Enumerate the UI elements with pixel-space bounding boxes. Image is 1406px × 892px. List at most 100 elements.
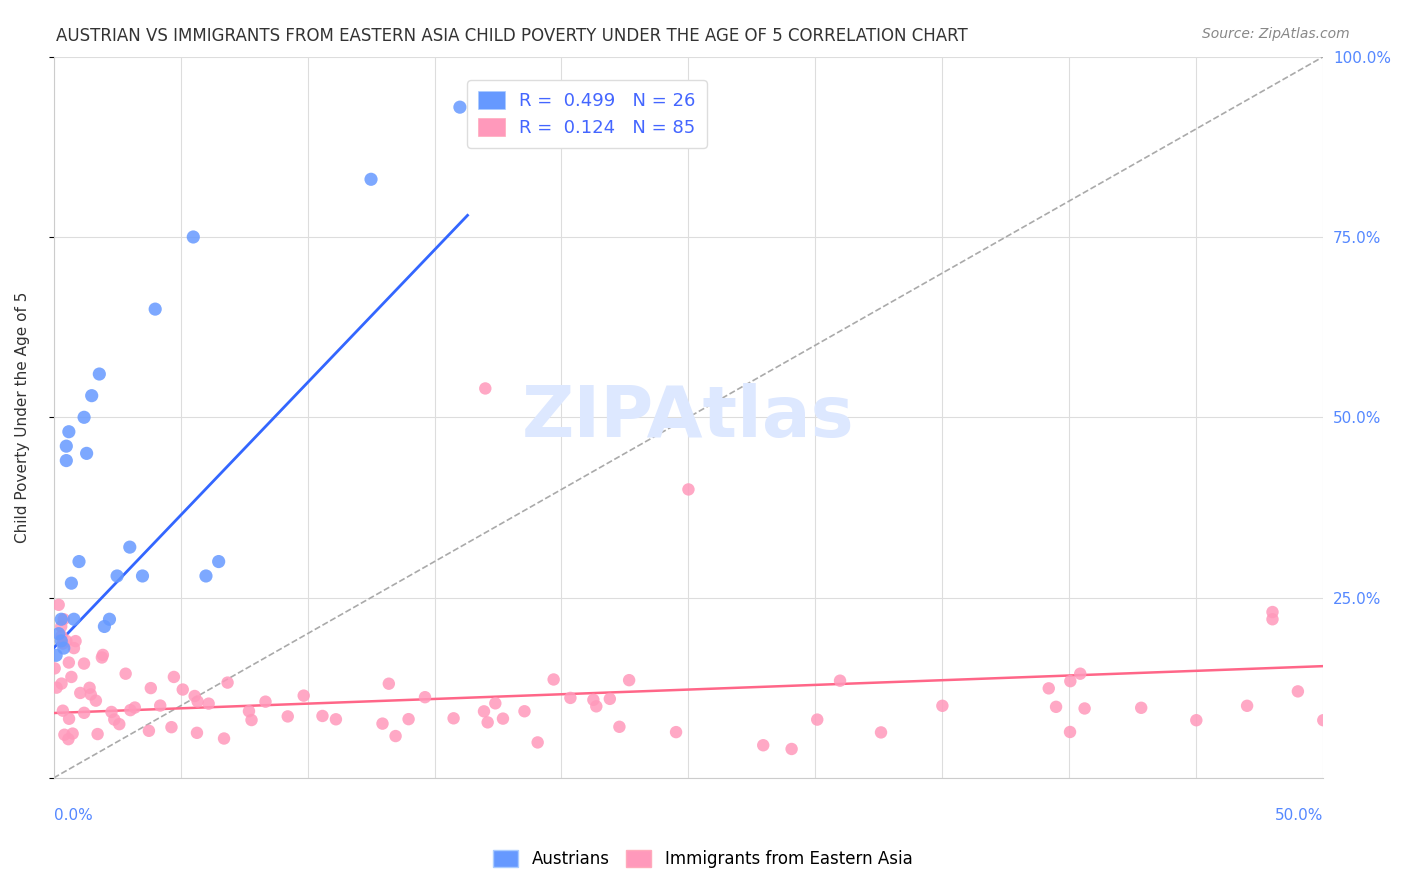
Point (378, 676, 401, 690)
Point (172, 682, 194, 697)
Point (160, 720, 183, 734)
Point (105, 569, 128, 583)
Point (67, 555, 90, 569)
Point (52, 641, 75, 656)
Point (1059, 674, 1081, 689)
Point (163, 670, 186, 684)
Point (100, 705, 122, 719)
Point (108, 717, 131, 731)
Point (44, 661, 66, 675)
Point (120, 703, 142, 717)
Point (194, 569, 217, 583)
Point (543, 673, 565, 687)
Point (187, 694, 209, 708)
Point (45, 681, 67, 695)
Point (311, 709, 333, 723)
Point (1261, 612, 1284, 626)
Point (51, 619, 73, 633)
Point (79, 681, 101, 695)
Point (325, 712, 347, 726)
Point (69, 686, 91, 700)
Point (149, 698, 172, 713)
Point (217, 675, 239, 690)
Legend: Austrians, Immigrants from Eastern Asia: Austrians, Immigrants from Eastern Asia (486, 843, 920, 875)
Point (73, 706, 96, 720)
Point (91, 648, 114, 662)
Point (474, 381, 496, 395)
Point (63, 641, 86, 656)
Point (1045, 699, 1067, 714)
Point (806, 713, 828, 727)
Text: 0.0%: 0.0% (53, 808, 93, 823)
Point (870, 725, 893, 739)
Point (240, 713, 263, 727)
Point (138, 723, 160, 738)
Point (52, 704, 75, 718)
Point (599, 691, 621, 706)
Text: 50.0%: 50.0% (1275, 808, 1323, 823)
Point (186, 726, 208, 740)
Point (585, 699, 607, 714)
Point (118, 540, 141, 554)
Point (84, 693, 107, 707)
Point (208, 555, 231, 569)
Y-axis label: Child Poverty Under the Age of 5: Child Poverty Under the Age of 5 (15, 292, 30, 543)
Point (617, 673, 640, 688)
Point (60, 670, 83, 684)
Point (55, 453, 77, 467)
Point (560, 690, 582, 705)
Point (55, 633, 77, 648)
Point (277, 709, 299, 723)
Point (472, 704, 495, 718)
Point (582, 693, 605, 707)
Point (828, 673, 851, 688)
Point (76, 446, 98, 460)
Point (484, 696, 506, 710)
Legend: R =  0.499   N = 26, R =  0.124   N = 85: R = 0.499 N = 26, R = 0.124 N = 85 (467, 80, 707, 148)
Point (1059, 725, 1081, 739)
Point (86, 727, 108, 741)
Text: Source: ZipAtlas.com: Source: ZipAtlas.com (1202, 27, 1350, 41)
Point (143, 302, 166, 317)
Point (73, 657, 96, 671)
Point (80, 688, 103, 702)
Point (398, 712, 420, 726)
Point (65, 634, 87, 648)
Point (360, 172, 382, 186)
Point (1130, 700, 1153, 714)
Point (114, 666, 136, 681)
Point (1069, 666, 1091, 681)
Point (124, 700, 146, 714)
Point (58, 425, 80, 439)
Point (48, 626, 70, 640)
Point (51, 612, 73, 626)
Point (51, 633, 73, 648)
Point (371, 716, 394, 731)
Point (443, 711, 465, 725)
Point (63, 612, 86, 626)
Point (139, 681, 162, 695)
Point (292, 689, 315, 703)
Point (1038, 681, 1060, 696)
Point (183, 689, 205, 703)
Point (780, 742, 803, 756)
Point (181, 230, 204, 244)
Point (48, 598, 70, 612)
Point (51, 629, 73, 643)
Point (73, 410, 96, 425)
Point (1236, 698, 1258, 713)
Text: ZIPAtlas: ZIPAtlas (522, 383, 855, 452)
Point (1312, 713, 1334, 727)
Point (45, 648, 67, 663)
Point (1073, 701, 1095, 715)
Point (58, 656, 80, 670)
Point (678, 483, 700, 497)
Text: AUSTRIAN VS IMMIGRANTS FROM EASTERN ASIA CHILD POVERTY UNDER THE AGE OF 5 CORREL: AUSTRIAN VS IMMIGRANTS FROM EASTERN ASIA… (56, 27, 967, 45)
Point (665, 725, 688, 739)
Point (58, 732, 80, 747)
Point (1185, 713, 1208, 727)
Point (449, 100, 471, 114)
Point (103, 713, 125, 727)
Point (89, 367, 111, 381)
Point (51, 676, 73, 690)
